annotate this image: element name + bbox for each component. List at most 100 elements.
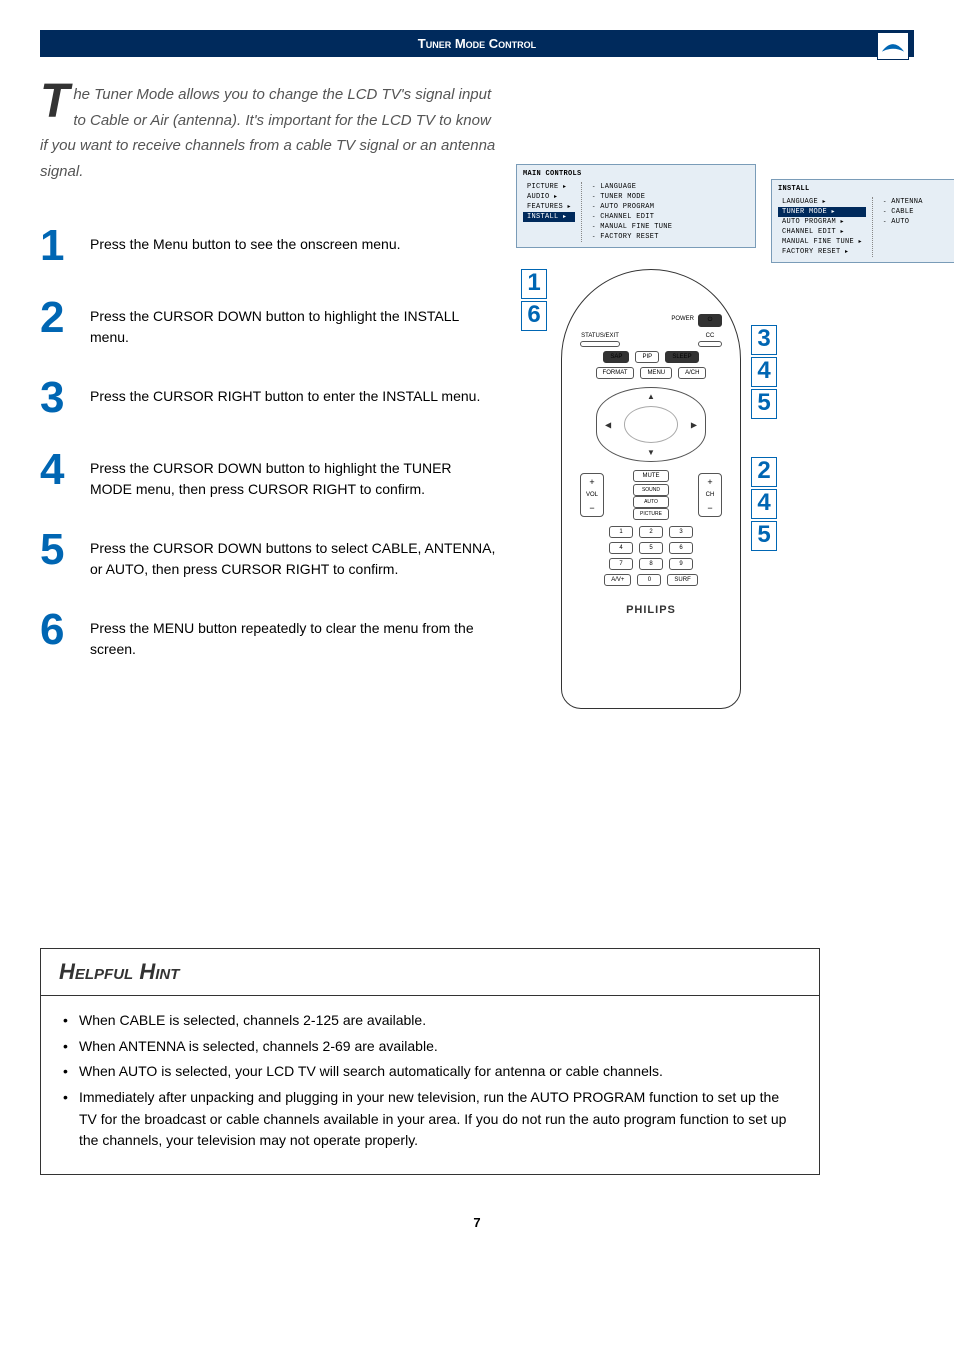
osd-item: CHANNEL EDIT ▸ [778,227,866,237]
numpad-button[interactable]: 8 [639,558,663,570]
remote-button[interactable]: MENU [640,367,672,379]
cursor-left-icon[interactable]: ◀ [605,420,611,429]
remote-button[interactable]: SLEEP [665,351,698,363]
osd-item: PICTURE ▸ [523,182,575,192]
step-number: 1 [40,224,90,268]
step-number: 6 [40,608,90,652]
brand-logo: PHILIPS [580,604,722,616]
numpad-button[interactable]: 3 [669,526,693,538]
step-text: Press the Menu button to see the onscree… [90,224,401,255]
callout-number: 4 [751,357,777,387]
osd-item: FEATURES ▸ [523,202,575,212]
osd-item: FACTORY RESET ▸ [778,247,866,257]
osd-title: INSTALL [772,183,954,195]
osd-item: - CHANNEL EDIT [588,212,676,222]
step: 1 Press the Menu button to see the onscr… [40,224,496,268]
remote-button[interactable]: AUTO [633,496,669,508]
callout-number: 6 [521,301,547,331]
callout-number: 4 [751,489,777,519]
numpad-button[interactable]: 0 [637,574,661,586]
intro-text: he Tuner Mode allows you to change the L… [40,86,495,180]
remote-button[interactable]: SAP [603,351,629,363]
numpad-button[interactable]: 9 [669,558,693,570]
cursor-right-icon[interactable]: ▶ [691,420,697,429]
remote-button[interactable]: A/CH [678,367,706,379]
status-button[interactable] [580,341,620,347]
numpad-button[interactable]: 7 [609,558,633,570]
osd-item: - CABLE [879,207,927,217]
step-number: 5 [40,528,90,572]
osd-item: AUDIO ▸ [523,192,575,202]
osd-item: - MANUAL FINE TUNE [588,222,676,232]
osd-item: - FACTORY RESET [588,232,676,242]
section-header: Tuner Mode Control [40,30,914,57]
osd-item: - ANTENNA [879,197,927,207]
cursor-up-icon[interactable]: ▲ [647,392,655,401]
remote-outline: POWER ⏻ STATUS/EXIT CC SAP PIP SLEEP FORMA… [561,269,741,709]
step-number: 4 [40,448,90,492]
osd-item: - LANGUAGE [588,182,676,192]
callout-number: 2 [751,457,777,487]
numpad-button[interactable]: A/V+ [604,574,631,586]
numpad-button[interactable]: SURF [667,574,697,586]
osd-install: INSTALL LANGUAGE ▸TUNER MODE ▸AUTO PROGR… [771,179,954,263]
step-text: Press the CURSOR DOWN buttons to select … [90,528,496,580]
mute-button[interactable]: MUTE [633,470,669,482]
osd-item: LANGUAGE ▸ [778,197,866,207]
osd-item: - TUNER MODE [588,192,676,202]
callout-number: 3 [751,325,777,355]
callout-number: 5 [751,521,777,551]
step-text: Press the CURSOR DOWN button to highligh… [90,448,496,500]
hint-item: When ANTENNA is selected, channels 2-69 … [63,1036,797,1058]
intro-paragraph: T he Tuner Mode allows you to change the… [40,82,500,184]
numpad-button[interactable]: 6 [669,542,693,554]
step-number: 3 [40,376,90,420]
hint-item: When AUTO is selected, your LCD TV will … [63,1061,797,1083]
cursor-down-icon[interactable]: ▼ [647,448,655,457]
step: 5 Press the CURSOR DOWN buttons to selec… [40,528,496,580]
hint-title: Helpful Hint [41,949,819,996]
step: 6 Press the MENU button repeatedly to cl… [40,608,496,660]
step: 4 Press the CURSOR DOWN button to highli… [40,448,496,500]
cc-button[interactable] [698,341,722,347]
volume-rocker[interactable]: + VOL − [580,473,604,517]
status-label: STATUS/EXIT [580,333,620,339]
hint-item: When CABLE is selected, channels 2-125 a… [63,1010,797,1032]
hint-item: Immediately after unpacking and plugging… [63,1087,797,1152]
osd-item: - AUTO PROGRAM [588,202,676,212]
numpad-button[interactable]: 2 [639,526,663,538]
numpad-button[interactable]: 4 [609,542,633,554]
osd-item: INSTALL ▸ [523,212,575,222]
osd-item: TUNER MODE ▸ [778,207,866,217]
osd-title: MAIN CONTROLS [517,168,755,180]
numpad-button[interactable]: 5 [639,542,663,554]
osd-item: - AUTO [879,217,927,227]
step-text: Press the CURSOR RIGHT button to enter t… [90,376,480,407]
remote-button[interactable]: PIP [635,351,659,363]
power-button[interactable]: ⏻ [698,314,722,327]
helpful-hint-box: Helpful Hint When CABLE is selected, cha… [40,948,820,1175]
dpad[interactable]: ▲ ▼ ◀ ▶ [596,387,706,462]
remote-diagram: 16 345245 POWER ⏻ STATUS/EXIT CC [526,269,776,729]
remote-button[interactable]: SOUND [633,484,669,496]
numpad-button[interactable]: 1 [609,526,633,538]
header-title: Tuner Mode Control [418,36,536,51]
diagram-column: MAIN CONTROLS PICTURE ▸AUDIO ▸FEATURES ▸… [496,224,914,688]
osd-item: MANUAL FINE TUNE ▸ [778,237,866,247]
remote-button[interactable]: PICTURE [633,508,669,520]
remote-button[interactable]: FORMAT [596,367,635,379]
step-text: Press the MENU button repeatedly to clea… [90,608,496,660]
osd-main-controls: MAIN CONTROLS PICTURE ▸AUDIO ▸FEATURES ▸… [516,164,756,248]
step: 2 Press the CURSOR DOWN button to highli… [40,296,496,348]
osd-item: AUTO PROGRAM ▸ [778,217,866,227]
step-number: 2 [40,296,90,340]
step: 3 Press the CURSOR RIGHT button to enter… [40,376,496,420]
dropcap: T [40,82,69,123]
power-label: POWER [671,316,694,325]
header-logo-icon [877,32,909,60]
page-number: 7 [40,1215,914,1230]
step-text: Press the CURSOR DOWN button to highligh… [90,296,496,348]
callout-number: 5 [751,389,777,419]
channel-rocker[interactable]: + CH − [698,473,722,517]
cc-label: CC [698,333,722,339]
